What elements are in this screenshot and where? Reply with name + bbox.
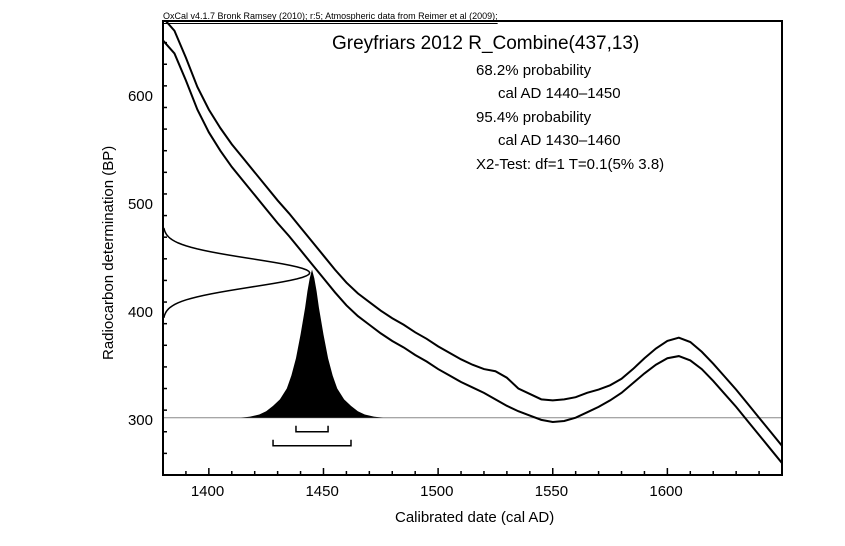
stat-prob1-range: cal AD 1440–1450 <box>498 85 621 102</box>
y-axis-label: Radiocarbon determination (BP) <box>100 146 117 360</box>
y-tick-label: 300 <box>128 412 153 429</box>
y-tick-label: 600 <box>128 88 153 105</box>
x-tick-label: 1400 <box>191 483 224 500</box>
x-tick-label: 1450 <box>305 483 338 500</box>
stat-prob2: 95.4% probability <box>476 109 591 126</box>
plot-svg <box>0 0 845 546</box>
x-axis-label: Calibrated date (cal AD) <box>395 509 554 526</box>
stat-prob2-range: cal AD 1430–1460 <box>498 132 621 149</box>
chart-container: OxCal v4.1.7 Bronk Ramsey (2010); r:5; A… <box>0 0 845 546</box>
y-tick-label: 500 <box>128 196 153 213</box>
x-tick-label: 1500 <box>420 483 453 500</box>
stat-prob1: 68.2% probability <box>476 62 591 79</box>
y-tick-label: 400 <box>128 304 153 321</box>
stat-chi2: X2-Test: df=1 T=0.1(5% 3.8) <box>476 156 664 173</box>
x-tick-label: 1600 <box>649 483 682 500</box>
x-tick-label: 1550 <box>535 483 568 500</box>
chart-title: Greyfriars 2012 R_Combine(437,13) <box>332 33 639 55</box>
